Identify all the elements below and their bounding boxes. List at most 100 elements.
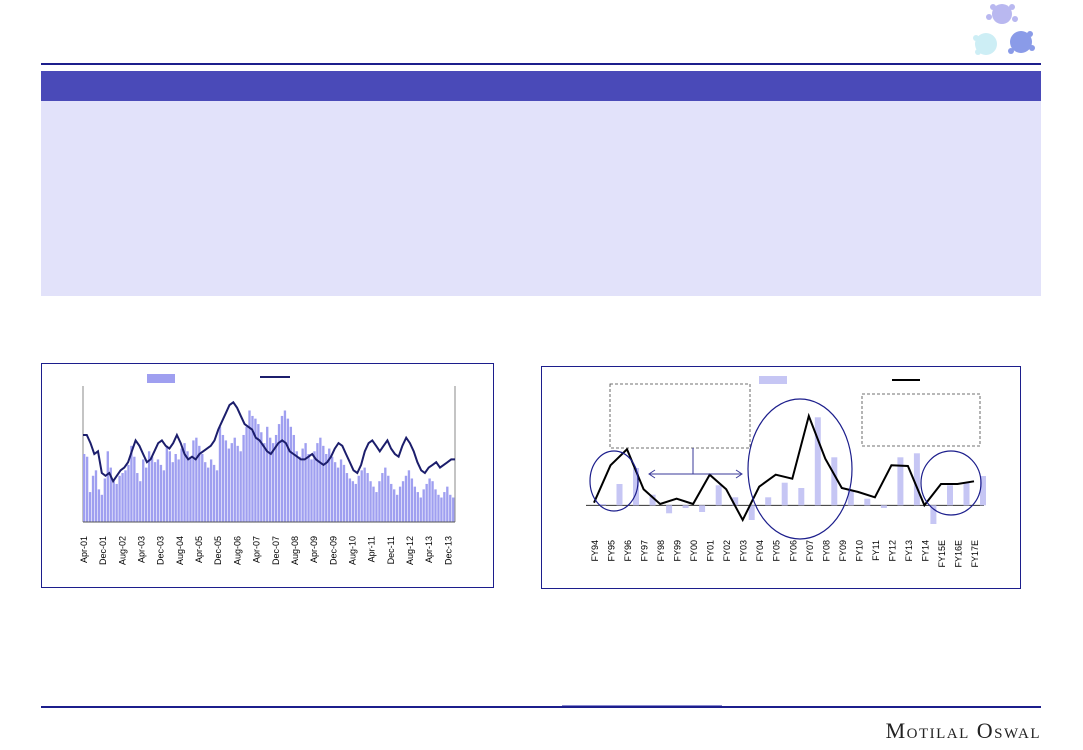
bar: [127, 464, 130, 522]
bar: [333, 462, 337, 522]
x-tick-label: FY06: [788, 540, 798, 562]
bar: [732, 497, 739, 506]
bar: [218, 426, 222, 522]
highlight-ellipse-left: [589, 450, 639, 512]
bar: [147, 451, 151, 522]
x-tick-label: Apr-13: [424, 536, 434, 563]
x-tick-label: FY07: [805, 540, 815, 562]
bar: [156, 459, 160, 522]
bar: [192, 440, 195, 522]
bar: [266, 426, 269, 522]
bar: [242, 434, 245, 522]
bar: [209, 459, 213, 522]
x-tick-label: FY10: [854, 540, 864, 562]
bar: [331, 456, 334, 522]
bar: [357, 475, 360, 522]
bar: [215, 470, 219, 522]
bar: [416, 492, 419, 522]
annotation-box-left: [609, 383, 751, 449]
bar: [682, 505, 689, 508]
x-tick-label: Apr-05: [194, 536, 204, 563]
bar: [449, 494, 452, 522]
bar: [440, 497, 443, 522]
bar: [183, 443, 186, 522]
bar: [139, 481, 142, 522]
bar: [236, 445, 239, 522]
bar: [177, 459, 180, 522]
bar: [410, 478, 414, 522]
bar: [230, 443, 233, 522]
bar: [930, 505, 937, 524]
x-tick-label: Dec-11: [386, 536, 396, 564]
bar: [345, 473, 349, 522]
bar: [100, 494, 104, 522]
chart-1: Apr-01 Dec-01 Aug-02 Apr-03 Dec-03 Aug-04 Apr-…: [79, 374, 456, 565]
x-tick-label: FY03: [739, 540, 749, 562]
bar: [260, 432, 263, 522]
x-tick-label: FY16E: [954, 540, 964, 568]
bar: [600, 504, 606, 506]
bar: [310, 459, 313, 522]
x-tick-label: FY08: [821, 540, 831, 562]
bar: [142, 459, 145, 522]
bar: [133, 456, 136, 522]
x-tick-label: FY98: [656, 540, 666, 562]
arrow-head-left: [648, 469, 656, 479]
bar: [452, 497, 455, 522]
bar: [437, 494, 440, 522]
x-tick-label: Apr-11: [367, 536, 377, 562]
series-line: [593, 412, 975, 523]
x-tick-label: Aug-10: [348, 536, 358, 565]
bar: [434, 489, 437, 522]
x-tick-label: FY04: [755, 540, 765, 562]
bar: [283, 410, 287, 522]
x-tick-label: FY94: [590, 540, 600, 562]
bar: [289, 426, 293, 522]
molecule-icon: [973, 4, 1035, 55]
x-tick-label: FY14: [920, 540, 930, 562]
bar: [393, 489, 396, 522]
bar: [699, 505, 706, 512]
bar: [165, 445, 169, 522]
bar: [186, 451, 189, 522]
bar: [130, 445, 133, 522]
bar: [748, 505, 755, 520]
bar: [280, 415, 284, 522]
bar: [121, 473, 124, 522]
bar: [649, 494, 656, 506]
bar: [381, 473, 384, 522]
x-tick-label: FY17E: [970, 540, 980, 568]
x-tick-label: FY97: [640, 540, 650, 562]
bar: [307, 454, 310, 522]
x-tick-label: Aug-08: [290, 536, 300, 565]
x-tick-label: Dec-01: [98, 536, 108, 565]
bar: [425, 483, 428, 522]
bar: [666, 505, 673, 514]
bar: [103, 478, 107, 522]
x-tick-label: Dec-05: [213, 536, 223, 565]
bar: [271, 443, 275, 522]
bar: [174, 454, 177, 522]
bar: [316, 443, 319, 522]
bar: [431, 481, 434, 522]
bar: [880, 505, 887, 508]
section-header-bar: [41, 71, 1041, 101]
bar: [422, 489, 425, 522]
x-tick-label: Dec-07: [271, 536, 281, 565]
bar: [372, 486, 375, 522]
bar: [351, 481, 355, 522]
x-tick-label: FY01: [706, 540, 716, 562]
x-tick-label: Apr-03: [137, 536, 147, 563]
bar: [963, 482, 970, 506]
x-tick-label: FY99: [673, 540, 683, 562]
x-tick-label: FY11: [871, 540, 881, 561]
x-tick-label: FY02: [722, 540, 732, 562]
bar: [124, 470, 127, 522]
bar: [269, 437, 272, 522]
arrow-head-right: [735, 469, 743, 479]
bar: [378, 481, 381, 522]
bottom-rule: [41, 706, 1041, 708]
x-tick-label: FY95: [607, 540, 617, 562]
bar: [224, 440, 228, 522]
bar: [798, 488, 805, 506]
